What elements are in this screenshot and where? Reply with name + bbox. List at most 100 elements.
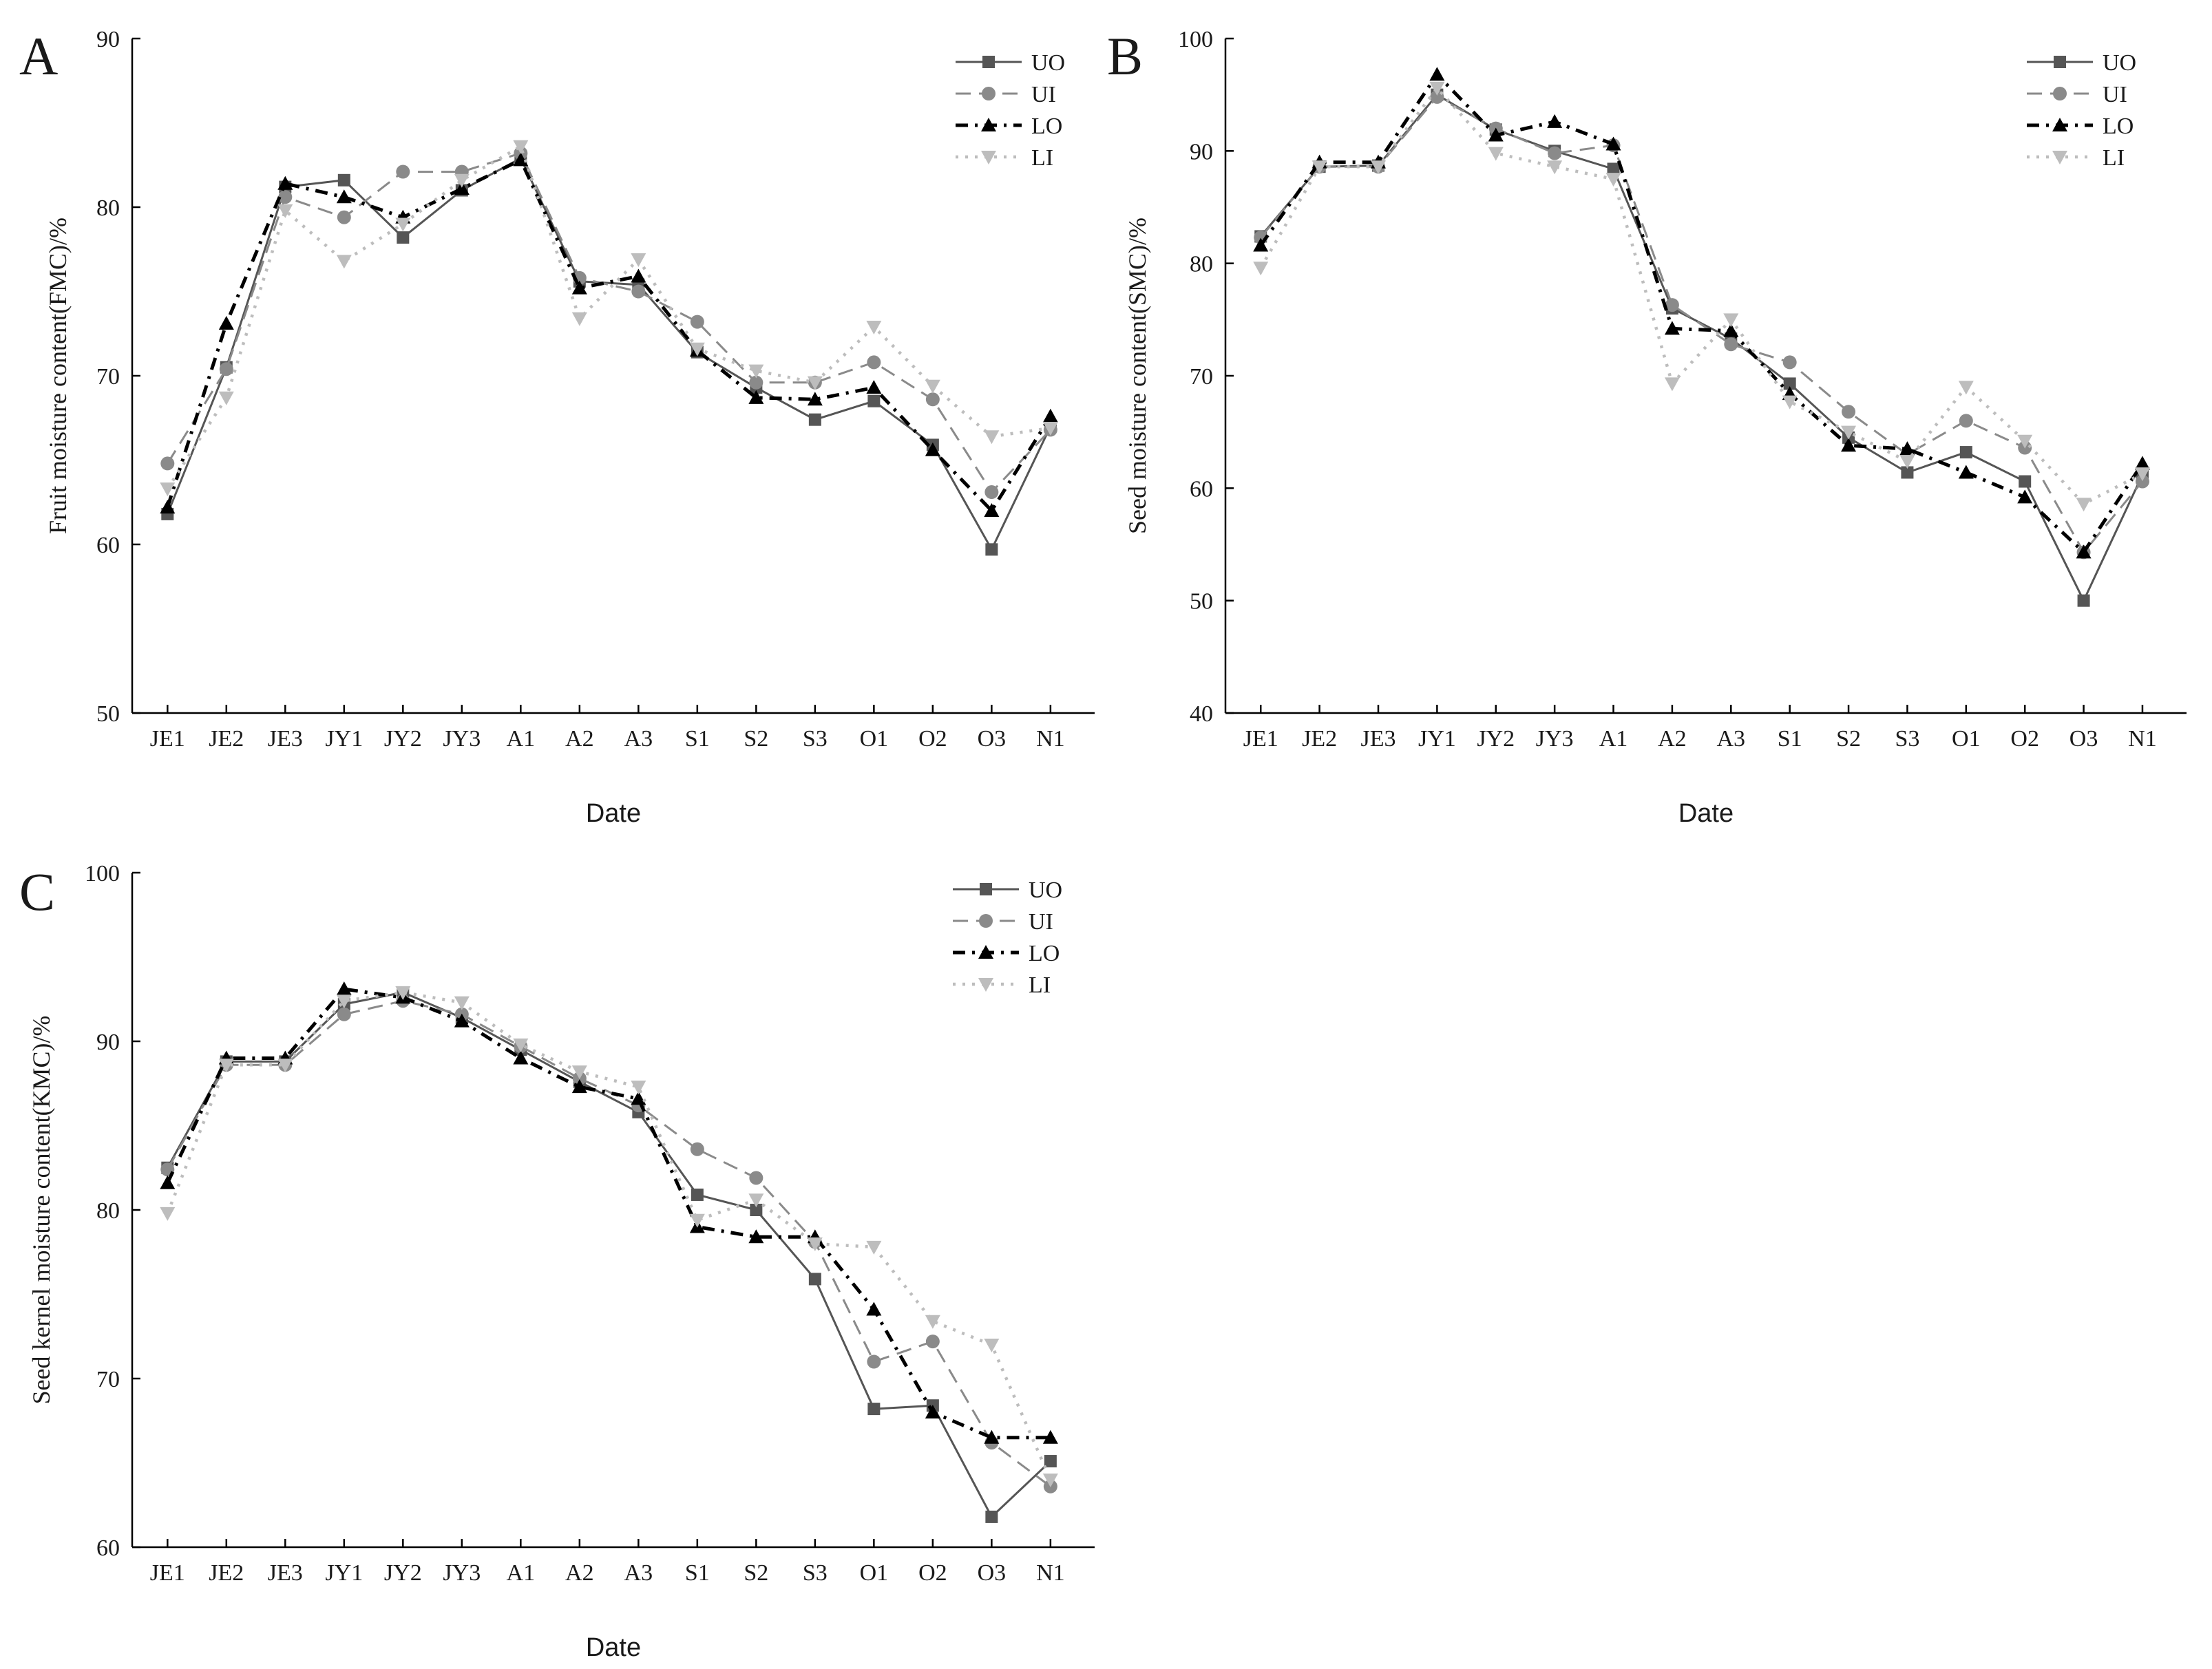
x-tick-label: JY2: [1477, 726, 1515, 752]
x-tick-label: S1: [685, 1560, 710, 1586]
data-point-li: [1488, 147, 1504, 161]
data-point-lo: [454, 181, 470, 195]
data-point-uo: [985, 1510, 998, 1523]
x-tick-label: JE1: [150, 726, 185, 752]
y-tick-label: 70: [96, 1367, 120, 1392]
data-point-lo: [2076, 544, 2092, 559]
x-tick-label: JY3: [443, 726, 481, 752]
x-axis-title: Date: [1678, 799, 1734, 828]
y-tick-label: 60: [96, 1535, 120, 1561]
data-point-li: [1042, 421, 1058, 436]
data-point-ui: [749, 375, 763, 390]
data-point-li: [866, 320, 882, 334]
data-point-ui: [631, 284, 646, 299]
data-point-li: [807, 376, 823, 390]
series-line-ui: [1260, 96, 2144, 553]
y-tick-label: 80: [96, 1198, 120, 1224]
data-point-li: [1547, 160, 1563, 175]
data-point-li: [336, 255, 352, 269]
data-point-uo: [867, 1403, 881, 1416]
data-point-ui: [690, 1142, 704, 1156]
data-point-li: [925, 379, 940, 394]
series-line-li: [166, 145, 1051, 490]
x-axis-title: Date: [586, 799, 641, 828]
legend-marker-uo: [2054, 56, 2066, 68]
data-point-li: [631, 1081, 646, 1095]
y-tick-label: 90: [96, 1030, 120, 1055]
data-point-lo: [631, 268, 646, 283]
data-point-lo: [748, 390, 764, 404]
legend-marker-uo: [982, 56, 995, 68]
data-point-uo: [1901, 466, 1914, 479]
data-point-lo: [571, 1079, 587, 1094]
data-point-ui: [160, 456, 175, 471]
legend-marker-lo: [981, 118, 996, 131]
panel-letter: B: [1107, 26, 1143, 86]
data-point-li: [395, 217, 411, 232]
data-point-li: [1899, 455, 1915, 469]
x-tick-label: S3: [1895, 726, 1919, 752]
y-axis-title: Seed kernel moisture content(KMC)/%: [28, 1016, 55, 1405]
x-tick-label: JY2: [384, 1560, 422, 1586]
data-point-ui: [1548, 146, 1562, 160]
data-point-lo: [2017, 489, 2033, 504]
legend-label-ui: UI: [1029, 909, 1053, 935]
data-point-lo: [160, 500, 176, 514]
data-point-ui: [749, 1171, 763, 1185]
data-point-li: [748, 364, 764, 379]
y-tick-label: 100: [85, 861, 120, 886]
x-tick-label: A2: [565, 726, 594, 752]
x-tick-label: A3: [1717, 726, 1746, 752]
data-point-li: [454, 173, 470, 188]
legend: UO UI LO LI: [956, 50, 1065, 171]
data-point-ui: [1959, 414, 1973, 428]
x-tick-label: A1: [507, 726, 536, 752]
data-point-li: [748, 1193, 764, 1208]
series-line-ui: [166, 999, 1051, 1488]
legend-label-li: LI: [1031, 145, 1053, 171]
y-tick-label: 100: [1178, 27, 1213, 52]
data-point-ui: [337, 210, 351, 224]
legend-label-lo: LO: [1029, 941, 1060, 966]
data-point-li: [454, 996, 470, 1010]
data-point-li: [631, 253, 646, 267]
legend-label-ui: UI: [1031, 82, 1056, 107]
data-point-uo: [808, 1273, 821, 1286]
data-point-lo: [336, 189, 352, 204]
x-tick-label: A1: [507, 1560, 536, 1586]
legend-label-li: LI: [2103, 145, 2125, 171]
data-point-lo: [984, 1429, 1000, 1444]
x-tick-label: O3: [978, 726, 1007, 752]
x-tick-label: S2: [744, 726, 768, 752]
y-tick-label: 50: [1190, 589, 1213, 615]
data-point-uo: [750, 1204, 763, 1216]
data-point-lo: [1605, 136, 1621, 151]
data-point-li: [1370, 160, 1386, 175]
series-line-uo: [1260, 94, 2144, 602]
series-line-li: [1259, 86, 2144, 506]
data-point-li: [2017, 434, 2033, 449]
data-point-uo: [1044, 1455, 1057, 1468]
data-point-lo: [631, 1091, 646, 1105]
legend-label-lo: LO: [1031, 114, 1062, 139]
legend-marker-li: [981, 151, 996, 164]
data-point-li: [689, 1213, 705, 1228]
data-point-ui: [2135, 474, 2149, 489]
data-point-ui: [867, 355, 881, 370]
legend-marker-ui: [979, 914, 993, 928]
data-point-li: [1664, 377, 1680, 392]
x-tick-label: O1: [860, 726, 889, 752]
data-point-ui: [690, 315, 704, 329]
data-point-uo: [337, 173, 350, 187]
data-point-lo: [925, 442, 940, 456]
x-tick-label: JY3: [1536, 726, 1574, 752]
x-tick-label: JE3: [268, 726, 303, 752]
data-point-lo: [218, 316, 234, 330]
legend-label-li: LI: [1029, 972, 1051, 998]
y-axis-title: Seed moisture content(SMC)/%: [1124, 217, 1151, 534]
data-point-lo: [984, 503, 1000, 517]
legend: UO UI LO LI: [2027, 50, 2136, 171]
data-point-lo: [1723, 323, 1739, 337]
data-point-ui: [984, 485, 999, 500]
data-point-lo: [277, 176, 293, 190]
